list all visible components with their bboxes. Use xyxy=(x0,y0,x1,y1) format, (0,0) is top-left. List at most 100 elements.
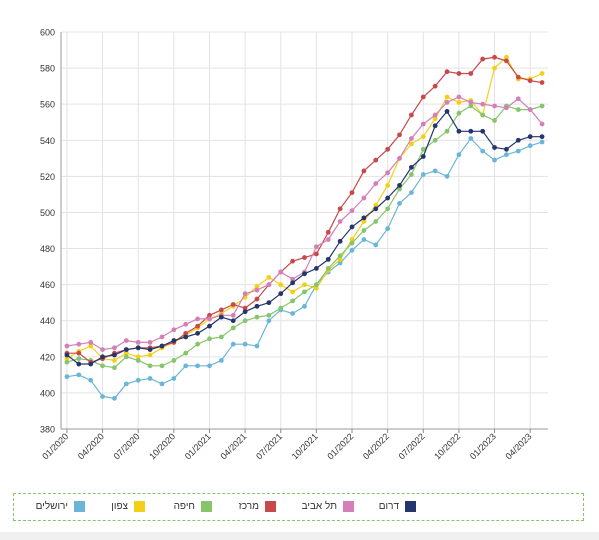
data-point[interactable] xyxy=(456,110,462,116)
data-point[interactable] xyxy=(515,107,521,112)
data-point[interactable] xyxy=(112,395,117,401)
data-point[interactable] xyxy=(230,341,236,347)
data-point[interactable] xyxy=(515,96,521,102)
data-point[interactable] xyxy=(444,94,450,100)
data-point[interactable] xyxy=(527,143,533,149)
data-point[interactable] xyxy=(361,237,367,242)
data-point[interactable] xyxy=(409,190,414,196)
data-point[interactable] xyxy=(135,377,141,383)
data-point[interactable] xyxy=(361,215,367,221)
data-point[interactable] xyxy=(397,155,402,161)
data-point[interactable] xyxy=(207,312,212,318)
data-point[interactable] xyxy=(349,247,355,253)
data-point[interactable] xyxy=(159,343,165,349)
data-point[interactable] xyxy=(76,361,82,367)
data-point[interactable] xyxy=(112,352,117,358)
data-point[interactable] xyxy=(468,103,474,109)
data-point[interactable] xyxy=(195,323,200,329)
data-point[interactable] xyxy=(468,71,474,76)
data-point[interactable] xyxy=(147,352,153,358)
data-point[interactable] xyxy=(361,195,367,201)
data-point[interactable] xyxy=(361,228,367,233)
data-point[interactable] xyxy=(254,314,260,320)
data-point[interactable] xyxy=(480,148,486,154)
data-point[interactable] xyxy=(183,334,189,340)
data-point[interactable] xyxy=(492,157,497,163)
data-point[interactable] xyxy=(76,350,82,356)
data-point[interactable] xyxy=(432,83,438,89)
data-point[interactable] xyxy=(456,152,462,158)
data-point[interactable] xyxy=(480,56,486,62)
data-point[interactable] xyxy=(397,186,402,192)
data-point[interactable] xyxy=(420,146,426,152)
data-point[interactable] xyxy=(420,134,426,140)
data-point[interactable] xyxy=(195,341,200,347)
data-point[interactable] xyxy=(183,350,189,356)
data-point[interactable] xyxy=(420,154,426,159)
data-point[interactable] xyxy=(444,173,450,179)
data-point[interactable] xyxy=(147,339,153,345)
data-point[interactable] xyxy=(313,265,319,271)
data-point[interactable] xyxy=(242,305,248,311)
data-point[interactable] xyxy=(254,296,260,302)
data-point[interactable] xyxy=(64,374,70,380)
data-point[interactable] xyxy=(373,202,379,208)
data-point[interactable] xyxy=(171,376,177,381)
data-point[interactable] xyxy=(313,282,319,288)
data-point[interactable] xyxy=(100,363,105,369)
data-point[interactable] xyxy=(218,314,224,320)
data-point[interactable] xyxy=(539,121,545,127)
data-point[interactable] xyxy=(432,112,438,118)
data-point[interactable] xyxy=(64,356,70,362)
data-point[interactable] xyxy=(88,377,94,383)
data-point[interactable] xyxy=(432,123,438,129)
data-point[interactable] xyxy=(337,238,343,244)
data-point[interactable] xyxy=(337,206,343,212)
data-point[interactable] xyxy=(373,206,379,212)
legend-item[interactable]: צפון xyxy=(45,500,145,514)
data-point[interactable] xyxy=(112,365,117,371)
data-point[interactable] xyxy=(420,172,426,177)
data-point[interactable] xyxy=(349,190,355,196)
legend-item[interactable]: תל אביב xyxy=(254,500,354,514)
data-point[interactable] xyxy=(135,358,141,363)
data-point[interactable] xyxy=(456,94,462,100)
data-point[interactable] xyxy=(313,244,319,250)
data-point[interactable] xyxy=(254,287,260,293)
data-point[interactable] xyxy=(218,334,224,340)
data-point[interactable] xyxy=(266,275,272,280)
data-point[interactable] xyxy=(444,109,450,114)
data-point[interactable] xyxy=(385,182,391,188)
data-point[interactable] xyxy=(254,284,260,289)
data-point[interactable] xyxy=(504,146,509,152)
data-point[interactable] xyxy=(290,258,296,264)
data-point[interactable] xyxy=(420,94,426,100)
data-point[interactable] xyxy=(527,134,533,140)
data-point[interactable] xyxy=(207,363,212,369)
data-point[interactable] xyxy=(242,341,248,347)
data-point[interactable] xyxy=(527,78,533,84)
data-point[interactable] xyxy=(207,323,212,329)
data-point[interactable] xyxy=(195,330,200,336)
data-point[interactable] xyxy=(361,219,367,224)
data-point[interactable] xyxy=(504,54,509,60)
data-point[interactable] xyxy=(242,318,248,324)
data-point[interactable] xyxy=(456,99,462,105)
data-point[interactable] xyxy=(373,157,379,163)
data-point[interactable] xyxy=(337,253,343,259)
data-point[interactable] xyxy=(290,276,296,282)
data-point[interactable] xyxy=(349,208,355,214)
data-point[interactable] xyxy=(171,327,177,333)
data-point[interactable] xyxy=(76,372,82,378)
data-point[interactable] xyxy=(195,363,200,369)
data-point[interactable] xyxy=(397,132,402,138)
data-point[interactable] xyxy=(159,363,165,369)
data-point[interactable] xyxy=(290,311,296,316)
data-point[interactable] xyxy=(361,168,367,174)
data-point[interactable] xyxy=(159,381,165,387)
data-point[interactable] xyxy=(100,394,105,399)
data-point[interactable] xyxy=(409,164,414,170)
data-point[interactable] xyxy=(290,289,296,295)
data-point[interactable] xyxy=(230,325,236,331)
data-point[interactable] xyxy=(504,58,509,64)
